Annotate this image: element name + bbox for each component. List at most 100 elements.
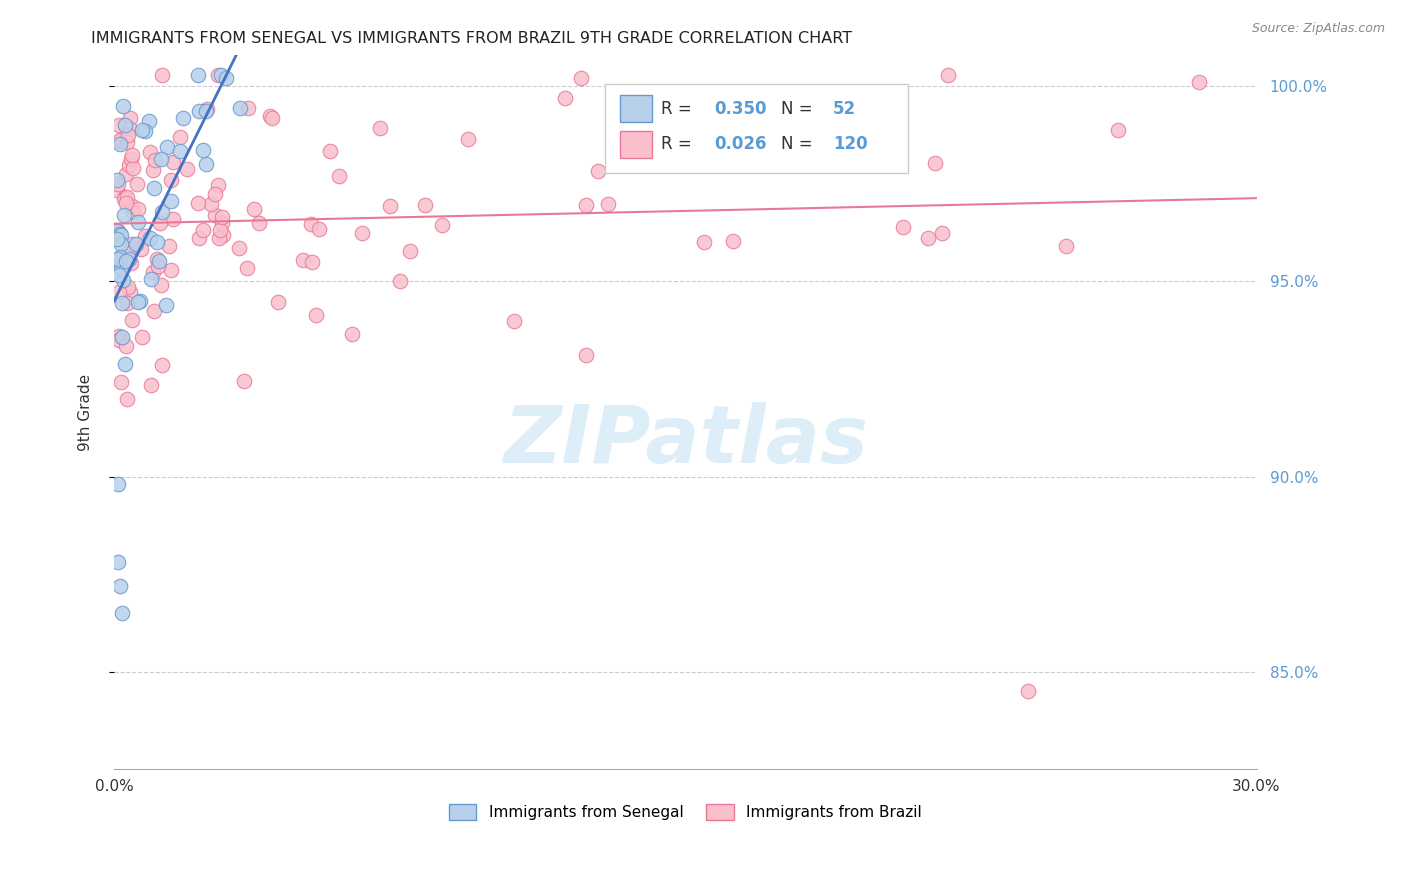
Point xyxy=(120,122,142,136)
Point xyxy=(149,216,172,230)
Point xyxy=(319,144,342,158)
Point xyxy=(187,68,209,82)
Point xyxy=(569,71,592,86)
Point xyxy=(200,196,222,211)
Point xyxy=(117,279,139,293)
Point xyxy=(107,556,129,570)
Point xyxy=(155,298,177,312)
Point xyxy=(207,68,229,82)
Text: 0.350: 0.350 xyxy=(714,100,766,118)
Point xyxy=(111,330,134,344)
Point xyxy=(107,227,129,241)
Point xyxy=(107,477,129,491)
Text: 120: 120 xyxy=(832,136,868,153)
Point xyxy=(121,205,143,219)
Point xyxy=(150,204,173,219)
Point xyxy=(115,167,138,181)
Point xyxy=(127,202,149,217)
Point xyxy=(120,153,142,167)
Point xyxy=(121,147,143,161)
Text: IMMIGRANTS FROM SENEGAL VS IMMIGRANTS FROM BRAZIL 9TH GRADE CORRELATION CHART: IMMIGRANTS FROM SENEGAL VS IMMIGRANTS FR… xyxy=(91,31,852,46)
Point xyxy=(107,253,129,268)
Point xyxy=(131,330,153,344)
Point xyxy=(299,217,322,231)
Text: Source: ZipAtlas.com: Source: ZipAtlas.com xyxy=(1251,22,1385,36)
Point xyxy=(415,198,437,212)
Point xyxy=(129,293,152,308)
Point xyxy=(891,220,914,235)
Point xyxy=(134,229,156,244)
Point xyxy=(786,133,808,147)
Point xyxy=(209,68,232,82)
Point xyxy=(260,111,283,125)
Point xyxy=(156,140,179,154)
Point xyxy=(121,199,143,213)
Point xyxy=(112,208,135,222)
Point xyxy=(150,152,173,166)
Point xyxy=(193,223,215,237)
Point xyxy=(207,178,229,192)
Point xyxy=(187,196,209,211)
Point xyxy=(117,128,139,143)
Point xyxy=(125,177,148,191)
Point xyxy=(574,348,596,362)
Point xyxy=(108,227,131,241)
Text: R =: R = xyxy=(661,100,697,118)
Point xyxy=(195,103,218,118)
Point xyxy=(235,260,257,275)
Point xyxy=(112,99,135,113)
Point xyxy=(121,313,143,327)
Point xyxy=(228,241,250,255)
Point xyxy=(868,104,890,119)
Point xyxy=(120,256,142,270)
Point xyxy=(114,254,136,268)
FancyBboxPatch shape xyxy=(606,84,908,173)
Point xyxy=(143,153,166,167)
Point xyxy=(139,271,162,285)
Point xyxy=(211,210,233,224)
Point xyxy=(308,222,330,236)
Point xyxy=(110,137,132,152)
Point xyxy=(117,296,139,310)
Point xyxy=(924,155,946,169)
Point xyxy=(586,163,609,178)
Point xyxy=(146,259,169,273)
Text: 52: 52 xyxy=(832,100,856,118)
Point xyxy=(134,124,156,138)
Point xyxy=(208,223,231,237)
Point xyxy=(188,104,211,119)
Point xyxy=(127,294,149,309)
Point xyxy=(146,235,169,249)
Text: N =: N = xyxy=(782,136,818,153)
Point xyxy=(143,303,166,318)
Point xyxy=(169,145,191,159)
Text: R =: R = xyxy=(661,136,697,153)
Point xyxy=(115,189,138,203)
Point xyxy=(114,118,136,132)
Point xyxy=(105,173,128,187)
Point xyxy=(107,252,129,267)
Point xyxy=(187,231,209,245)
Point xyxy=(388,275,411,289)
Point xyxy=(233,374,256,388)
Text: 0.026: 0.026 xyxy=(714,136,766,153)
FancyBboxPatch shape xyxy=(620,95,652,122)
Point xyxy=(107,268,129,283)
Text: N =: N = xyxy=(782,100,818,118)
Point xyxy=(301,255,323,269)
Point xyxy=(110,236,132,251)
Point xyxy=(247,216,270,230)
Point xyxy=(108,250,131,264)
Point xyxy=(141,163,163,178)
Point xyxy=(114,357,136,371)
Y-axis label: 9th Grade: 9th Grade xyxy=(79,374,93,450)
Point xyxy=(108,118,131,132)
Point xyxy=(229,101,252,115)
Point xyxy=(108,134,131,148)
Point xyxy=(211,228,233,243)
Point xyxy=(267,294,290,309)
Point xyxy=(110,375,132,389)
Point xyxy=(211,216,233,230)
Point xyxy=(259,109,281,123)
Point xyxy=(117,246,139,260)
